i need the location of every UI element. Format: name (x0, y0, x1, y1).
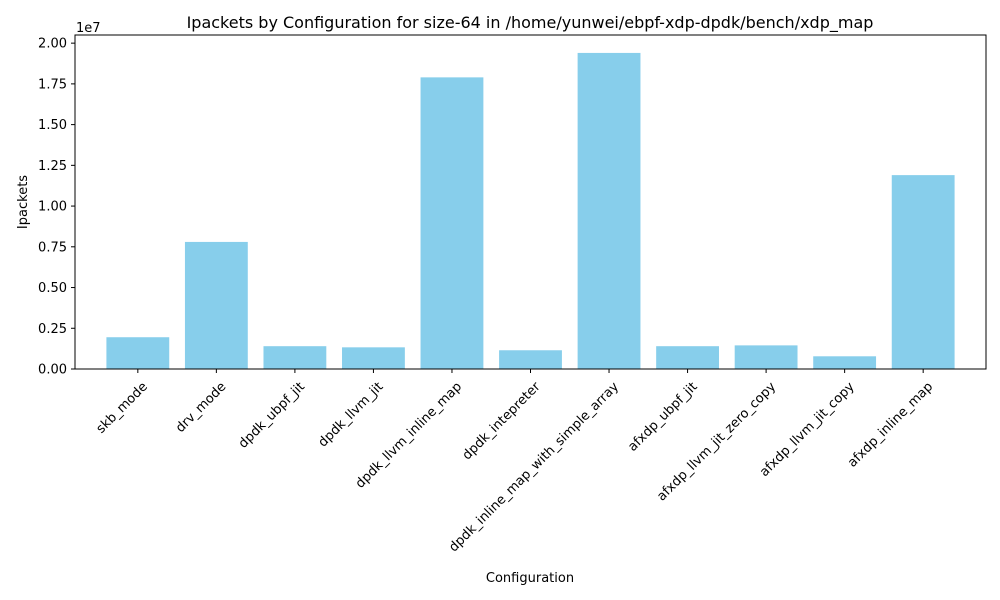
x-tick-label: afxdp_inline_map (845, 379, 936, 470)
bar-skb_mode (106, 337, 170, 369)
y-tick-label: 2.00 (38, 37, 67, 52)
bar-afxdp_inline_map (891, 175, 955, 369)
y-tick-label: 0.00 (38, 363, 67, 378)
bar-afxdp_ubpf_jit (656, 346, 719, 369)
x-tick-label: dpdk_llvm_jit (316, 379, 387, 450)
y-offset-label: 1e7 (76, 21, 101, 36)
y-axis-label: Ipackets (16, 175, 31, 229)
bar-dpdk_ubpf_jit (263, 346, 327, 369)
bar-afxdp_llvm_jit_zero_copy (734, 345, 798, 369)
x-tick-label: skb_mode (94, 379, 151, 436)
y-tick-label: 0.50 (38, 281, 67, 296)
bar-dpdk_llvm_jit (342, 347, 405, 369)
bar-dpdk_intepreter (499, 350, 562, 369)
y-tick-label: 1.50 (38, 118, 67, 133)
chart-title: Ipackets by Configuration for size-64 in… (187, 13, 874, 33)
y-tick-label: 0.75 (38, 240, 67, 255)
x-tick-label: drv_mode (173, 379, 229, 435)
x-axis-label: Configuration (486, 571, 574, 586)
x-tick-label: dpdk_ubpf_jit (236, 379, 308, 451)
bars-group (106, 52, 955, 370)
bar-drv_mode (184, 241, 248, 369)
x-axis: skb_mode drv_mode dpdk_ubpf_jit dpdk_llvm_j… (94, 369, 936, 555)
y-tick-label: 1.25 (38, 159, 67, 174)
x-tick-label: dpdk_intepreter (460, 379, 544, 463)
bar-dpdk_inline_map_with_simple_array (577, 52, 641, 370)
y-tick-label: 1.75 (38, 77, 67, 92)
bar-afxdp_llvm_jit_copy (813, 356, 877, 369)
y-tick-label: 0.25 (38, 322, 67, 337)
bar-dpdk_llvm_inline_map (420, 77, 484, 370)
x-tick-label: afxdp_ubpf_jit (625, 379, 700, 454)
x-tick-label: dpdk_inline_map_with_simple_array (446, 379, 622, 555)
y-axis: 0.00 0.25 0.50 0.75 1.00 1.25 1.50 1.75 2.00 (38, 37, 75, 378)
y-tick-label: 1.00 (38, 200, 67, 215)
